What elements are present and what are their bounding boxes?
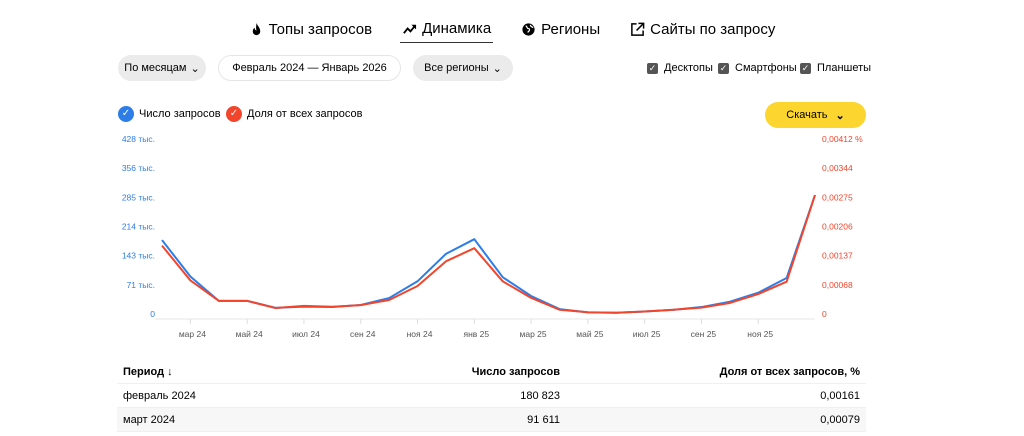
region-value: Все регионы xyxy=(424,62,489,74)
y-right-tick-label: 0,00412 % xyxy=(822,134,863,144)
header-requests[interactable]: Число запросов xyxy=(471,365,560,378)
x-tick-label: сен 25 xyxy=(691,329,717,339)
x-tick-label: ноя 24 xyxy=(407,329,433,339)
checkbox-tablets[interactable]: ✓ Планшеты xyxy=(800,62,871,74)
tab-regions[interactable]: Регионы xyxy=(519,18,602,43)
legend-label: Число запросов xyxy=(139,108,221,120)
legend-requests[interactable]: ✓ Число запросов xyxy=(118,106,221,122)
y-left-tick-label: 143 тыс. xyxy=(122,251,155,261)
y-right-tick-label: 0,00344 xyxy=(822,163,853,173)
stats-table: Период ↓ Число запросов Доля от всех зап… xyxy=(117,360,866,432)
date-range-picker[interactable]: Февраль 2024 — Январь 2026 xyxy=(218,55,401,81)
x-tick-label: ноя 25 xyxy=(747,329,773,339)
checkbox-label: Смартфоны xyxy=(735,62,797,74)
trend-icon xyxy=(403,24,417,34)
x-tick-label: янв 25 xyxy=(463,329,489,339)
tab-label: Регионы xyxy=(541,20,601,38)
y-left-tick-label: 214 тыс. xyxy=(122,222,155,232)
cell-period: февраль 2024 xyxy=(123,389,196,402)
header-share[interactable]: Доля от всех запросов, % xyxy=(719,365,860,378)
sort-period-header[interactable]: Период ↓ xyxy=(123,365,173,378)
download-label: Скачать xyxy=(786,109,828,121)
tab-label: Сайты по запросу xyxy=(650,20,776,38)
table-row: февраль 2024 180 823 0,00161 xyxy=(117,384,866,408)
external-link-icon xyxy=(631,22,645,36)
checkbox-label: Планшеты xyxy=(817,62,872,74)
x-tick-label: мар 24 xyxy=(179,329,206,339)
check-icon: ✓ xyxy=(118,106,134,122)
tab-label: Динамика xyxy=(422,20,492,37)
y-left-tick-label: 285 тыс. xyxy=(122,192,155,202)
y-right-tick-label: 0 xyxy=(822,309,827,319)
date-range-value: Февраль 2024 — Январь 2026 xyxy=(232,62,387,74)
y-right-tick-label: 0,00137 xyxy=(822,251,853,261)
cell-share: 0,00079 xyxy=(820,413,860,426)
cell-share: 0,00161 xyxy=(820,389,860,402)
x-tick-label: июл 24 xyxy=(292,329,320,339)
x-tick-label: май 25 xyxy=(576,329,603,339)
cell-requests: 180 823 xyxy=(520,389,560,402)
x-tick-label: сен 24 xyxy=(350,329,376,339)
fire-icon xyxy=(252,22,260,35)
x-tick-label: июл 25 xyxy=(633,329,661,339)
table-row: март 2024 91 611 0,00079 xyxy=(117,408,866,432)
x-tick-label: май 24 xyxy=(236,329,263,339)
y-right-tick-label: 0,00275 xyxy=(822,192,853,202)
legend-share[interactable]: ✓ Доля от всех запросов xyxy=(226,106,362,122)
tab-sites[interactable]: Сайты по запросу xyxy=(628,18,777,43)
series-line-requests xyxy=(161,194,816,314)
legend-label: Доля от всех запросов xyxy=(247,108,363,120)
chevron-down-icon: ⌄ xyxy=(492,62,502,75)
tab-label: Топы запросов xyxy=(268,20,373,38)
y-right-tick-label: 0,00206 xyxy=(822,222,853,232)
y-right-tick-label: 0,00068 xyxy=(822,280,853,290)
check-icon: ✓ xyxy=(226,106,242,122)
tabs: Топы запросов Динамика Регионы Сайты по … xyxy=(0,18,1024,43)
chevron-down-icon: ⌄ xyxy=(190,62,200,75)
y-left-tick-label: 428 тыс. xyxy=(122,134,155,144)
chevron-down-icon: ⌄ xyxy=(835,109,845,122)
period-type-value: По месяцам xyxy=(124,62,187,74)
checkbox-icon: ✓ xyxy=(800,62,811,74)
table-header: Период ↓ Число запросов Доля от всех зап… xyxy=(117,360,866,384)
tab-dynamics[interactable]: Динамика xyxy=(400,18,494,43)
cell-requests: 91 611 xyxy=(527,413,560,426)
x-tick-label: мар 25 xyxy=(520,329,547,339)
tab-tops[interactable]: Топы запросов xyxy=(247,18,374,43)
checkbox-icon: ✓ xyxy=(718,62,729,74)
cell-period: март 2024 xyxy=(123,413,176,426)
dynamics-chart: 0 0 71 тыс. 0,00068 143 тыс. 0,00137 214 тыс. 0… xyxy=(122,134,863,339)
y-left-tick-label: 0 xyxy=(150,309,155,319)
checkbox-desktops[interactable]: ✓ Десктопы xyxy=(647,62,713,74)
region-select[interactable]: Все регионы ⌄ xyxy=(413,55,513,81)
series-line-share xyxy=(161,194,816,314)
y-left-tick-label: 71 тыс. xyxy=(127,280,155,290)
checkbox-icon: ✓ xyxy=(647,62,658,74)
globe-icon xyxy=(522,22,535,36)
period-type-select[interactable]: По месяцам ⌄ xyxy=(118,55,206,81)
y-left-tick-label: 356 тыс. xyxy=(122,163,155,173)
checkbox-smartphones[interactable]: ✓ Смартфоны xyxy=(718,62,797,74)
checkbox-label: Десктопы xyxy=(664,62,713,74)
download-button[interactable]: Скачать ⌄ xyxy=(765,102,866,128)
